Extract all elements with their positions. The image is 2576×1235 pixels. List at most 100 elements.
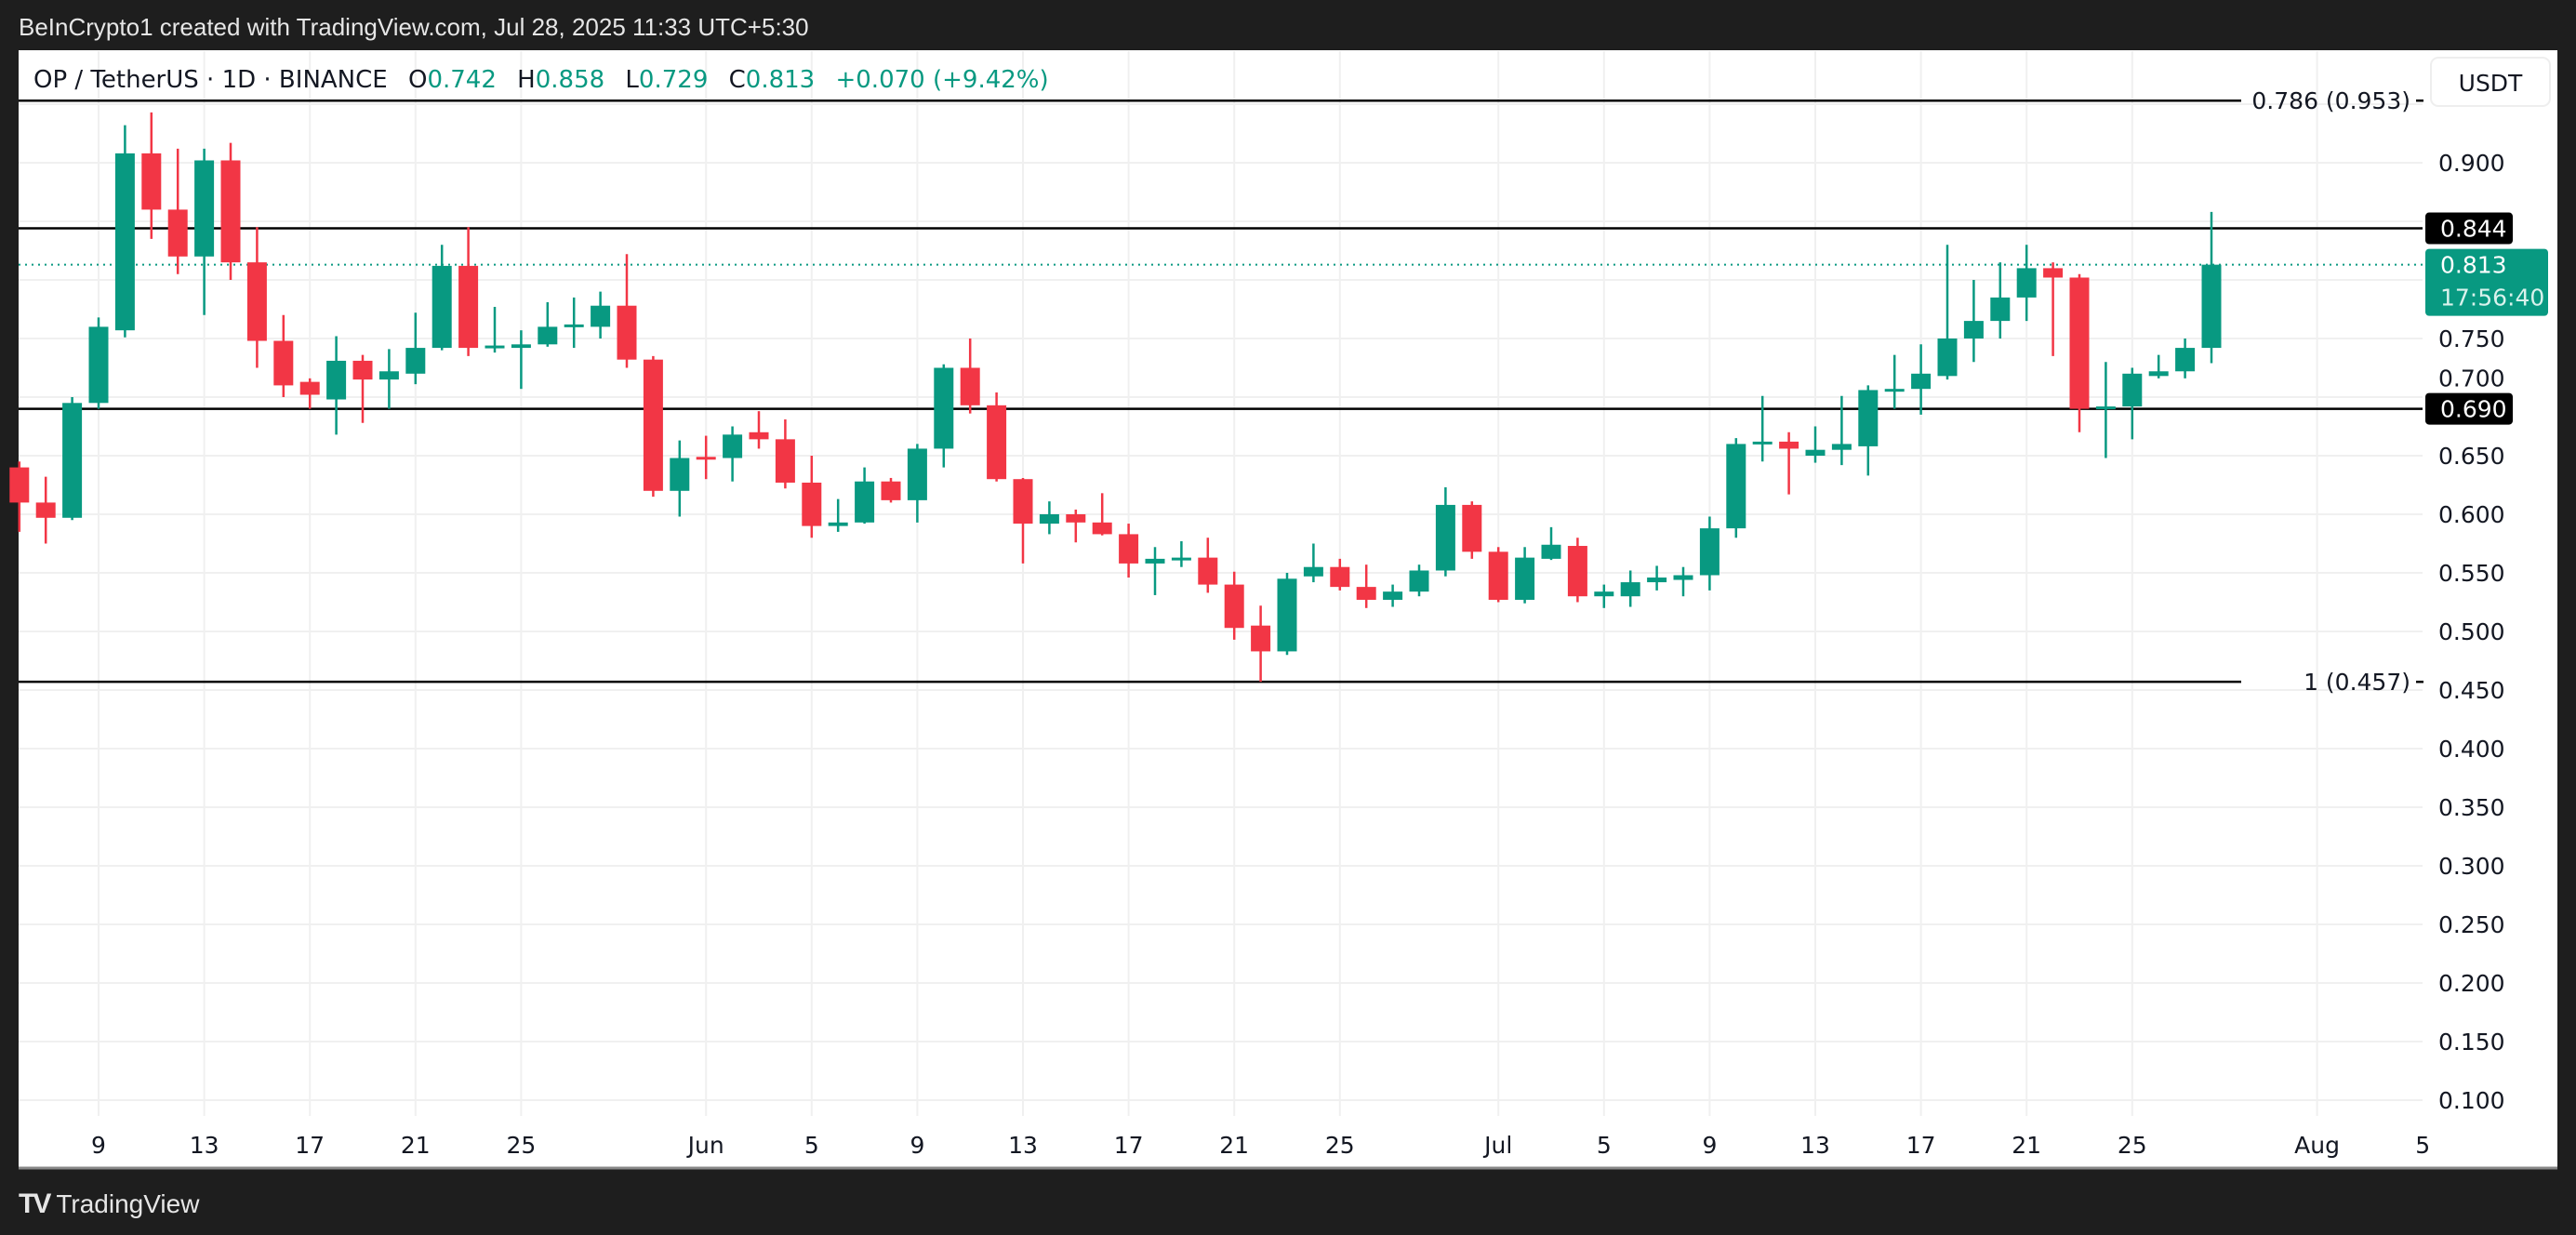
candle-body: [1647, 578, 1667, 583]
time-tick-label: 17: [1114, 1132, 1144, 1159]
candle: [749, 411, 769, 449]
candle: [775, 418, 795, 489]
price-tick-label: 0.450: [2438, 677, 2505, 704]
candle-body: [1726, 444, 1746, 529]
candle: [1620, 570, 1640, 607]
legend-low-label: L: [625, 66, 639, 94]
price-tick-label: 0.200: [2438, 970, 2505, 997]
tradingview-logo-icon: TV: [19, 1189, 51, 1219]
candle: [960, 339, 980, 414]
candle-body: [643, 359, 663, 491]
chart-legend: OP / TetherUS · 1D · BINANCE O0.742 H0.8…: [33, 66, 1049, 94]
candle-body: [511, 344, 531, 349]
candle: [432, 245, 452, 351]
time-tick-label: 17: [1906, 1132, 1936, 1159]
level-price-badge: [2425, 212, 2513, 245]
candle: [987, 392, 1007, 482]
candle-body: [1858, 390, 1879, 446]
candle: [1567, 538, 1587, 603]
time-tick-label: 25: [2118, 1132, 2147, 1159]
time-tick-label: 5: [2415, 1132, 2430, 1159]
candle: [141, 112, 162, 239]
candle-body: [432, 265, 452, 349]
level-price-label: 0.690: [2440, 396, 2507, 423]
time-tick-label: 13: [1008, 1132, 1038, 1159]
time-tick-label: Jun: [686, 1132, 724, 1159]
fib-level-label: 0.786 (0.953): [2251, 87, 2410, 114]
candle: [2069, 273, 2090, 432]
candle: [2043, 262, 2064, 356]
price-tick-label: 0.900: [2438, 150, 2505, 177]
candle: [485, 306, 505, 353]
candle-body: [1198, 557, 1218, 585]
candle-body: [1277, 578, 1297, 652]
candle: [1435, 487, 1455, 577]
candle-body: [591, 305, 611, 327]
price-tick-label: 0.400: [2438, 736, 2505, 763]
candle-body: [246, 262, 267, 341]
candle-body: [35, 502, 56, 518]
candle-body: [2069, 277, 2090, 409]
candle-body: [1990, 297, 2011, 322]
candle: [194, 148, 215, 315]
price-tick-label: 0.350: [2438, 794, 2505, 821]
time-tick-label: 21: [2012, 1132, 2041, 1159]
price-tick-label: 0.650: [2438, 443, 2505, 470]
candle-body: [1409, 570, 1429, 592]
time-tick-label: Jul: [1482, 1132, 1512, 1159]
time-tick-label: 9: [1702, 1132, 1717, 1159]
candle: [2122, 367, 2143, 440]
candle: [352, 354, 373, 423]
candle: [1594, 584, 1614, 608]
chart-credit: BeInCrypto1 created with TradingView.com…: [19, 13, 809, 41]
candle: [934, 364, 954, 468]
candle: [1673, 566, 1693, 597]
candle-body: [326, 360, 347, 400]
candle: [643, 355, 663, 498]
candle-body: [855, 481, 875, 523]
legend-change: +0.070 (+9.42%): [835, 66, 1048, 94]
candle-body: [1541, 544, 1561, 559]
candle-body: [1567, 546, 1587, 597]
time-tick-label: 21: [1219, 1132, 1249, 1159]
candle: [2201, 211, 2222, 364]
currency-button[interactable]: USDT: [2430, 57, 2551, 107]
candle-body: [1779, 441, 1799, 449]
candle-body: [458, 265, 479, 349]
candle: [2016, 245, 2037, 322]
candle-body: [1383, 591, 1403, 600]
candle: [696, 435, 716, 480]
candle-body: [1066, 514, 1086, 523]
candle: [2095, 362, 2116, 458]
price-tick-label: 0.750: [2438, 325, 2505, 352]
candle: [273, 314, 294, 397]
candle-body: [1699, 528, 1720, 576]
price-tick-label: 0.300: [2438, 853, 2505, 880]
candle-body: [1013, 479, 1033, 525]
candle-body: [1303, 566, 1323, 577]
candle-body: [194, 160, 215, 257]
candle: [1224, 571, 1244, 640]
time-tick-label: 9: [910, 1132, 924, 1159]
candle-body: [538, 326, 558, 345]
legend-low: 0.729: [639, 66, 708, 94]
candle-body: [696, 457, 716, 460]
candle-body: [405, 348, 426, 374]
candle-body: [1356, 587, 1376, 600]
candle-body: [1805, 449, 1826, 456]
candle: [907, 444, 927, 523]
candle: [1119, 524, 1139, 578]
candle: [1805, 426, 1826, 463]
candle-body: [2122, 373, 2143, 407]
legend-high-label: H: [517, 66, 536, 94]
grid: [19, 51, 2423, 1116]
candle: [1515, 547, 1535, 604]
fib-level-label: 1 (0.457): [2304, 669, 2410, 696]
candle: [1277, 573, 1297, 656]
candle-body: [273, 340, 294, 386]
candle: [881, 477, 901, 503]
candle: [1356, 564, 1376, 608]
currency-label: USDT: [2459, 70, 2523, 97]
candle-body: [167, 209, 188, 257]
